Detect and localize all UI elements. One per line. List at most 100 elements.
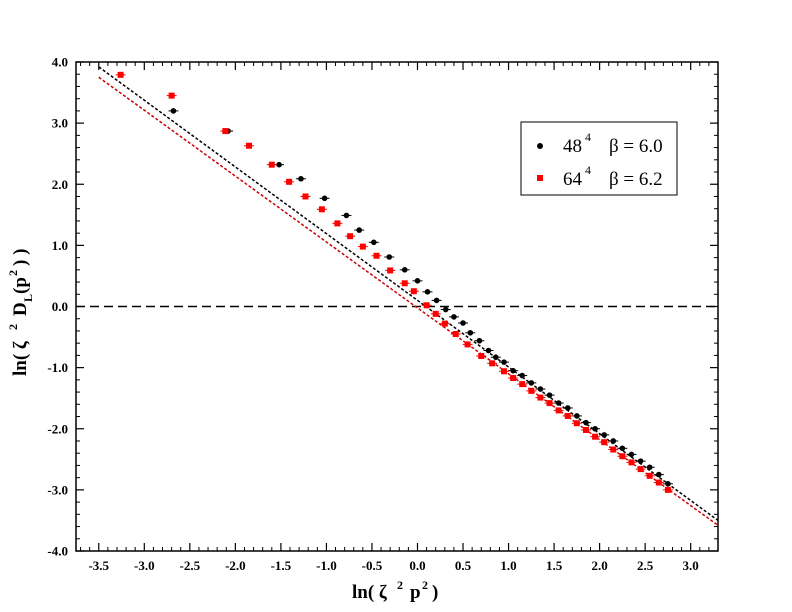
- x-axis-title-sup2: 2: [422, 578, 428, 592]
- data-point-s0-p25: [546, 392, 553, 398]
- y-tick-label: 2.0: [52, 177, 68, 192]
- y-tick-label: 1.0: [52, 238, 68, 253]
- data-point-s1-p13: [401, 280, 408, 287]
- data-point-s1-p9: [347, 233, 354, 240]
- data-point-s1-p27: [546, 400, 553, 407]
- data-point-s0-p11: [424, 289, 431, 295]
- svg-text:ln( ζ: ln( ζ: [10, 340, 31, 376]
- data-point-s1-p2: [222, 128, 229, 135]
- legend-64-base: 64: [563, 169, 583, 190]
- y-tick-label: -4.0: [47, 544, 68, 559]
- data-point-s1-p3: [246, 142, 253, 149]
- data-point-s0-p0: [170, 108, 177, 114]
- data-point-s1-p22: [501, 368, 507, 375]
- x-tick-label: 3.0: [683, 558, 699, 573]
- data-point-s1-p8: [334, 220, 341, 227]
- x-tick-label: 1.0: [500, 558, 516, 573]
- y-tick-label: -1.0: [47, 360, 68, 375]
- data-point-s0-p13: [442, 306, 449, 313]
- x-tick-label: 2.5: [637, 558, 654, 573]
- legend-48-base: 48: [563, 136, 582, 157]
- svg-text:2: 2: [6, 270, 20, 276]
- data-point-s0-p24: [537, 386, 544, 392]
- data-point-s0-p33: [619, 445, 626, 452]
- x-axis-title-close: ): [432, 582, 438, 603]
- data-point-s0-p32: [610, 438, 617, 444]
- y-axis-title: ln( ζ 2 D L (p 2 ) ): [6, 249, 35, 376]
- data-point-s0-p31: [601, 432, 607, 438]
- data-point-s0-p4: [321, 195, 328, 202]
- data-point-s1-p21: [489, 360, 496, 367]
- data-point-s1-p7: [318, 206, 325, 213]
- data-point-s0-p17: [476, 337, 483, 344]
- legend: 48 4 β = 6.0 64 4 β = 6.2: [520, 121, 678, 196]
- data-point-s1-p38: [646, 472, 653, 479]
- data-point-s1-p1: [168, 92, 175, 99]
- data-point-s1-p28: [555, 407, 562, 414]
- data-point-s1-p37: [637, 466, 644, 473]
- x-tick-label: -3.5: [88, 558, 109, 573]
- data-point-s0-p37: [656, 471, 662, 478]
- data-point-s1-p15: [423, 302, 430, 309]
- data-point-s0-p3: [298, 175, 304, 182]
- x-axis-title: ln( ζ: [352, 582, 388, 603]
- x-tick-label: -3.0: [134, 558, 155, 573]
- data-point-s1-p34: [610, 446, 617, 453]
- x-axis-title-sup1: 2: [397, 578, 403, 592]
- x-tick-label: 1.5: [546, 558, 563, 573]
- data-point-s1-p31: [582, 426, 589, 433]
- data-point-s1-p29: [564, 412, 571, 419]
- data-point-s0-p22: [519, 372, 526, 379]
- axis-ticks: -3.5 -3.0 -2.5 -2.0 -1.5 -1.0 -0.5 0.0 0.5 1.0 1.5…: [47, 55, 719, 573]
- legend-marker-64: [537, 175, 543, 181]
- legend-64-beta: β = 6.2: [609, 169, 663, 190]
- y-tick-label: -2.0: [47, 421, 68, 436]
- data-point-s1-p11: [373, 252, 380, 259]
- plot-elements: [76, 66, 718, 526]
- data-point-s0-p34: [628, 451, 635, 458]
- legend-label-48: 48: [563, 136, 582, 157]
- data-point-s1-p32: [592, 433, 599, 440]
- data-point-s1-p10: [359, 243, 366, 250]
- data-point-s1-p14: [410, 288, 417, 295]
- data-point-s1-p12: [387, 267, 394, 274]
- data-point-s1-p4: [268, 161, 275, 168]
- data-point-s0-p5: [343, 212, 350, 219]
- data-point-s1-p36: [628, 459, 635, 466]
- svg-text:(p: (p: [10, 277, 31, 294]
- y-tick-label: 4.0: [52, 55, 68, 70]
- data-point-s1-p39: [655, 479, 662, 486]
- data-point-s1-p16: [432, 310, 439, 317]
- y-tick-label: 3.0: [52, 116, 68, 131]
- data-point-s0-p20: [501, 359, 507, 365]
- data-point-s0-p8: [386, 254, 393, 260]
- data-point-s1-p0: [117, 71, 124, 78]
- data-point-s0-p21: [510, 367, 516, 374]
- fit-line-0: [98, 66, 718, 522]
- x-tick-label: 0.5: [455, 558, 472, 573]
- svg-text:) ): ) ): [10, 249, 31, 266]
- x-tick-label: -0.5: [362, 558, 383, 573]
- data-point-s0-p7: [370, 239, 377, 246]
- x-tick-label: -2.5: [180, 558, 201, 573]
- data-point-s1-p35: [619, 453, 626, 460]
- data-point-s0-p29: [583, 419, 589, 426]
- data-point-s0-p23: [528, 380, 535, 386]
- data-point-s0-p19: [493, 354, 499, 361]
- data-point-s1-p40: [664, 486, 671, 493]
- svg-text:2: 2: [6, 324, 20, 330]
- data-point-s0-p2: [276, 161, 282, 168]
- data-point-s0-p16: [467, 329, 474, 336]
- data-point-s0-p35: [637, 458, 644, 464]
- data-point-s1-p33: [601, 439, 608, 446]
- data-point-s1-p20: [478, 353, 485, 360]
- data-point-s1-p24: [519, 381, 526, 388]
- data-point-s1-p26: [537, 394, 544, 401]
- legend-48-exp: 4: [585, 130, 591, 144]
- data-point-s0-p6: [356, 227, 363, 233]
- svg-text:D: D: [10, 302, 31, 316]
- data-point-s0-p27: [564, 405, 571, 411]
- data-point-s0-p10: [414, 278, 421, 284]
- data-point-s1-p30: [573, 420, 580, 427]
